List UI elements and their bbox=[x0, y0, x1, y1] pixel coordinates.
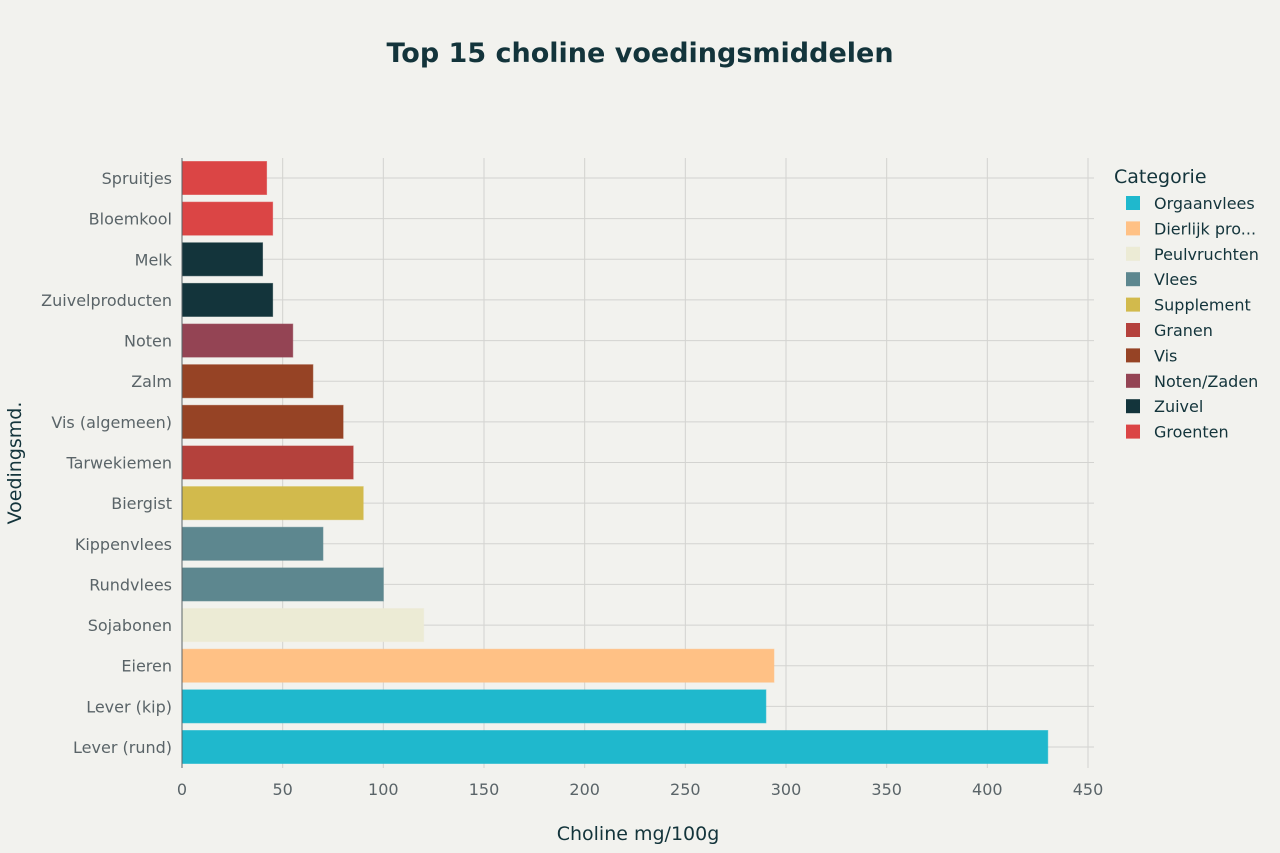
y-axis-title: Voedingsmd. bbox=[4, 402, 26, 525]
bar bbox=[181, 445, 354, 480]
bar-layer bbox=[181, 161, 1049, 764]
bar bbox=[181, 608, 425, 643]
bar bbox=[181, 648, 775, 683]
y-tick-label: Kippenvlees bbox=[75, 535, 172, 554]
bar bbox=[181, 242, 264, 277]
bar bbox=[181, 486, 364, 521]
y-tick-labels: Spruitjes Bloemkool Melk Zuivelproducten Not… bbox=[41, 169, 173, 757]
bar bbox=[181, 730, 1049, 764]
y-tick-label: Eieren bbox=[121, 657, 172, 676]
y-tick-label: Lever (kip) bbox=[86, 697, 172, 716]
y-tick-label: Spruitjes bbox=[102, 169, 172, 188]
legend-swatch bbox=[1126, 323, 1140, 337]
legend-swatch bbox=[1126, 272, 1140, 287]
legend-items: Orgaanvlees Dierlijk pro... Peulvruchten Vl… bbox=[1126, 194, 1259, 442]
x-tick-label: 100 bbox=[368, 780, 399, 799]
chart-title: Top 15 choline voedingsmiddelen bbox=[386, 38, 893, 69]
bar bbox=[181, 201, 274, 236]
legend-label: Noten/Zaden bbox=[1154, 372, 1258, 391]
bar bbox=[181, 526, 324, 561]
bar bbox=[181, 404, 344, 439]
x-tick-label: 50 bbox=[272, 780, 292, 799]
legend-label: Vis bbox=[1154, 346, 1177, 365]
x-tick-label: 350 bbox=[871, 780, 902, 799]
bar bbox=[181, 364, 314, 399]
y-tick-label: Bloemkool bbox=[89, 210, 172, 229]
legend-label: Dierlijk pro... bbox=[1154, 219, 1256, 238]
legend-title: Categorie bbox=[1114, 166, 1207, 188]
legend-label: Zuivel bbox=[1154, 397, 1203, 416]
legend-label: Vlees bbox=[1154, 270, 1197, 289]
y-tick-label: Zuivelproducten bbox=[41, 291, 172, 310]
x-tick-label: 200 bbox=[569, 780, 600, 799]
y-tick-label: Rundvlees bbox=[89, 575, 172, 594]
x-tick-label: 150 bbox=[469, 780, 500, 799]
legend-swatch bbox=[1126, 373, 1140, 388]
y-tick-label: Biergist bbox=[111, 494, 172, 513]
y-tick-label: Lever (rund) bbox=[73, 738, 172, 757]
x-tick-label: 400 bbox=[972, 780, 1003, 799]
x-tick-label: 450 bbox=[1073, 780, 1104, 799]
x-tick-label: 250 bbox=[670, 780, 701, 799]
legend-swatch bbox=[1126, 399, 1140, 414]
legend-swatch bbox=[1126, 246, 1140, 261]
y-tick-label: Sojabonen bbox=[88, 616, 172, 635]
legend-swatch bbox=[1126, 196, 1140, 210]
legend-label: Granen bbox=[1154, 321, 1213, 340]
legend-swatch bbox=[1126, 348, 1140, 363]
x-axis-title: Choline mg/100g bbox=[557, 823, 720, 845]
legend-swatch bbox=[1126, 424, 1140, 439]
legend-swatch bbox=[1126, 297, 1140, 312]
bar bbox=[181, 323, 294, 358]
y-tick-label: Noten bbox=[124, 332, 172, 351]
bar bbox=[181, 689, 767, 724]
legend: Categorie Orgaanvlees Dierlijk pro... Peul… bbox=[1114, 166, 1259, 442]
legend-label: Supplement bbox=[1154, 296, 1251, 315]
bar bbox=[181, 161, 268, 195]
x-tick-label: 300 bbox=[771, 780, 802, 799]
legend-label: Groenten bbox=[1154, 423, 1229, 442]
x-tick-label: 0 bbox=[177, 780, 187, 799]
x-tick-labels: 0 50 100 150 200 250 300 350 400 450 bbox=[177, 780, 1103, 799]
y-tick-label: Zalm bbox=[131, 372, 172, 391]
legend-label: Orgaanvlees bbox=[1154, 194, 1255, 213]
bar bbox=[181, 282, 274, 317]
y-tick-label: Vis (algemeen) bbox=[51, 413, 172, 432]
y-tick-label: Tarwekiemen bbox=[65, 454, 172, 473]
legend-swatch bbox=[1126, 221, 1140, 236]
y-tick-label: Melk bbox=[135, 250, 173, 269]
bar bbox=[181, 567, 384, 602]
legend-label: Peulvruchten bbox=[1154, 245, 1259, 264]
